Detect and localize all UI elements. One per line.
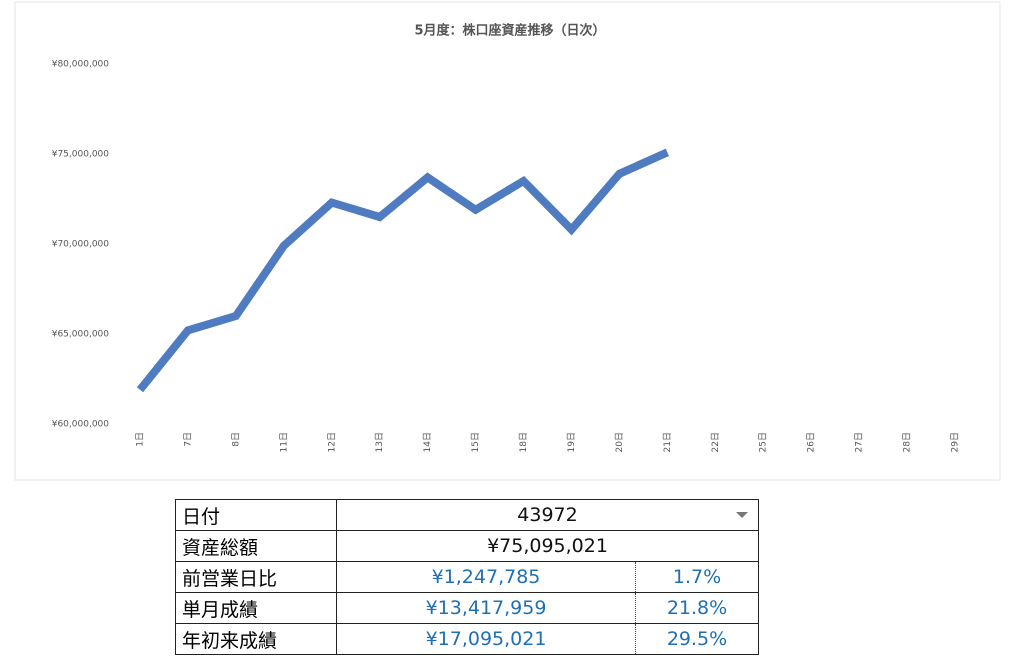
x-tick-label: 27日 [854, 432, 865, 452]
table-row: 年初来成績 ¥17,095,021 29.5% [175, 623, 759, 655]
cell-value[interactable]: 43972 [336, 499, 759, 531]
x-tick-label: 8日 [230, 432, 241, 447]
cell-value: ¥1,247,785 [336, 561, 636, 593]
dropdown-arrow[interactable] [736, 512, 748, 518]
cell-value: ¥13,417,959 [336, 592, 636, 624]
x-tick-label: 26日 [806, 432, 817, 452]
chart-title: 5月度：株口座資産推移（日次） [414, 23, 605, 39]
chart: 5月度：株口座資産推移（日次） ¥60,000,000 ¥65,000,000 ¥7… [14, 1, 1001, 481]
x-tick-label: 20日 [614, 432, 625, 452]
x-tick-label: 11日 [278, 432, 289, 452]
chart-frame [14, 1, 1001, 481]
series-line [136, 148, 669, 393]
x-tick-label: 19日 [566, 432, 577, 452]
table-row: 単月成績 ¥13,417,959 21.8% [175, 592, 759, 624]
x-tick-label: 29日 [950, 432, 961, 452]
x-tick-label: 7日 [182, 432, 193, 447]
y-tick-label: ¥60,000,000 [52, 420, 110, 430]
row-label: 日付 [175, 499, 337, 531]
x-tick-label: 14日 [422, 432, 433, 452]
x-tick-label: 22日 [710, 432, 721, 452]
cell-value: 29.5% [635, 623, 759, 655]
cell-value: 21.8% [635, 592, 759, 624]
row-label: 前営業日比 [175, 561, 337, 593]
x-tick-label: 28日 [902, 432, 913, 452]
x-tick-label: 12日 [326, 432, 337, 452]
row-label: 年初来成績 [175, 623, 337, 655]
cell-value: 1.7% [635, 561, 759, 593]
x-tick-label: 18日 [518, 432, 529, 452]
x-tick-label: 15日 [470, 432, 481, 452]
row-label: 資産総額 [175, 530, 337, 562]
table-row: 日付 43972 [175, 499, 759, 531]
y-tick-label: ¥80,000,000 [52, 60, 110, 70]
cell-value: ¥75,095,021 [336, 530, 759, 562]
table-row: 前営業日比 ¥1,247,785 1.7% [175, 561, 759, 593]
row-label: 単月成績 [175, 592, 337, 624]
y-tick-label: ¥65,000,000 [52, 330, 110, 340]
cell-value: ¥17,095,021 [336, 623, 636, 655]
y-tick-label: ¥70,000,000 [52, 240, 110, 250]
x-tick-label: 25日 [758, 432, 769, 452]
y-tick-label: ¥75,000,000 [52, 150, 110, 160]
x-tick-label: 1日 [135, 432, 146, 447]
x-tick-label: 21日 [662, 432, 673, 452]
x-tick-label: 13日 [374, 432, 385, 452]
table-row: 資産総額 ¥75,095,021 [175, 530, 759, 562]
summary-table: 日付 43972 資産総額 ¥75,095,021 前営業日比 ¥1,247,785 1.7… [175, 499, 759, 655]
